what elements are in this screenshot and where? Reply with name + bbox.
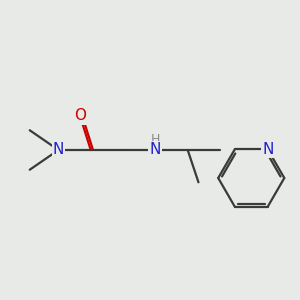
Text: N: N <box>53 142 64 158</box>
Text: H: H <box>151 133 160 146</box>
Text: N: N <box>150 142 161 158</box>
Text: O: O <box>74 108 86 123</box>
Text: N: N <box>262 142 274 157</box>
